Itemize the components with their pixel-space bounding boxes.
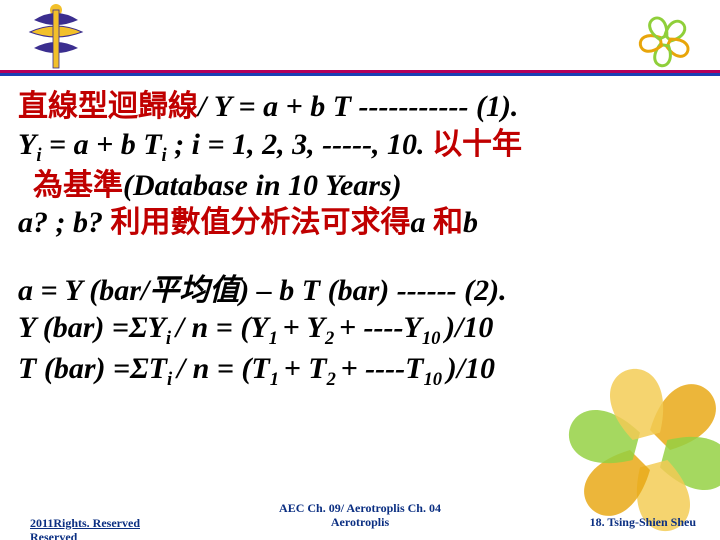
footer-center-line2: Aerotroplis xyxy=(331,515,389,530)
slide-content: 直線型迴歸線/ Y = a + b T ----------- (1). Yi … xyxy=(18,88,708,392)
header-divider xyxy=(0,70,720,76)
slide-root: 直線型迴歸線/ Y = a + b T ----------- (1). Yi … xyxy=(0,0,720,540)
footer-left-line1: 2011Rights. Reserved xyxy=(30,516,140,530)
text-sub-y10: 10 xyxy=(422,328,445,349)
content-line-6: Y (bar) =ΣYi / n = (Y1 + Y2 + ----Y10 )/… xyxy=(18,309,708,350)
text-ybar-c: + Y xyxy=(283,311,325,344)
text-tbar-d: + ----T xyxy=(341,352,424,385)
text-ten-years-a: 以十年 xyxy=(432,128,522,161)
text-ybar-e: )/10 xyxy=(445,311,493,344)
content-line-3: 為基準(Database in 10 Years) xyxy=(18,167,708,205)
text-regression-title: 直線型迴歸線 xyxy=(18,90,198,123)
text-sub-t2: 2 xyxy=(327,369,341,390)
slide-header xyxy=(0,0,720,78)
text-sub-yi: i xyxy=(166,328,176,349)
content-line-2: Yi = a + b Ti ; i = 1, 2, 3, -----, 10. … xyxy=(18,126,708,167)
footer-right: 18. Tsing-Shien Sheu xyxy=(590,515,696,530)
text-tbar-e: )/10 xyxy=(447,352,495,385)
text-numerical: 利用數值分析法可求得 xyxy=(111,206,411,239)
text-yi-a: Y xyxy=(18,128,36,161)
text-yi-c: ; i = 1, 2, 3, -----, 10. xyxy=(167,128,432,161)
text-database: (Database in 10 Years) xyxy=(123,169,402,202)
content-blank-line xyxy=(18,242,708,272)
footer-center-line1: AEC Ch. 09/ Aerotroplis Ch. 04 xyxy=(279,501,441,516)
text-sub-y1: 1 xyxy=(269,328,283,349)
emblem-logo-icon xyxy=(28,2,84,72)
content-line-1: 直線型迴歸線/ Y = a + b T ----------- (1). xyxy=(18,88,708,126)
text-and: 和 xyxy=(433,206,463,239)
text-ybar-a: Y (bar) =ΣY xyxy=(18,311,166,344)
text-tbar-a: T (bar) =ΣT xyxy=(18,352,167,385)
header-flower-icon xyxy=(628,4,702,78)
text-tbar-b: / n = (T xyxy=(177,352,270,385)
text-sub-t1: 1 xyxy=(270,369,284,390)
text-eq1: / Y = a + b T ----------- (1). xyxy=(198,90,518,123)
text-ybar-d: + ----Y xyxy=(339,311,422,344)
text-sub-y2: 2 xyxy=(325,328,339,349)
content-line-5: a = Y (bar/平均值) – b T (bar) ------ (2). xyxy=(18,272,708,310)
text-a-letter: a xyxy=(411,206,434,239)
text-yi-b: = a + b T xyxy=(42,128,162,161)
text-ybar-b: / n = (Y xyxy=(176,311,269,344)
text-sub-t10: 10 xyxy=(423,369,446,390)
text-ab-q: a? ; b? xyxy=(18,206,111,239)
text-b-letter: b xyxy=(463,206,478,239)
content-line-4: a? ; b? 利用數值分析法可求得a 和b xyxy=(18,204,708,242)
text-tbar-c: + T xyxy=(284,352,327,385)
text-sub-ti: i xyxy=(167,369,177,390)
content-line-7: T (bar) =ΣTi / n = (T1 + T2 + ----T10 )/… xyxy=(18,350,708,391)
footer-left-line2: Reserved xyxy=(30,530,77,540)
text-ten-years-b: 為基準 xyxy=(33,169,123,202)
text-eq2: a = Y (bar/平均值) – b T (bar) ------ (2). xyxy=(18,274,507,307)
